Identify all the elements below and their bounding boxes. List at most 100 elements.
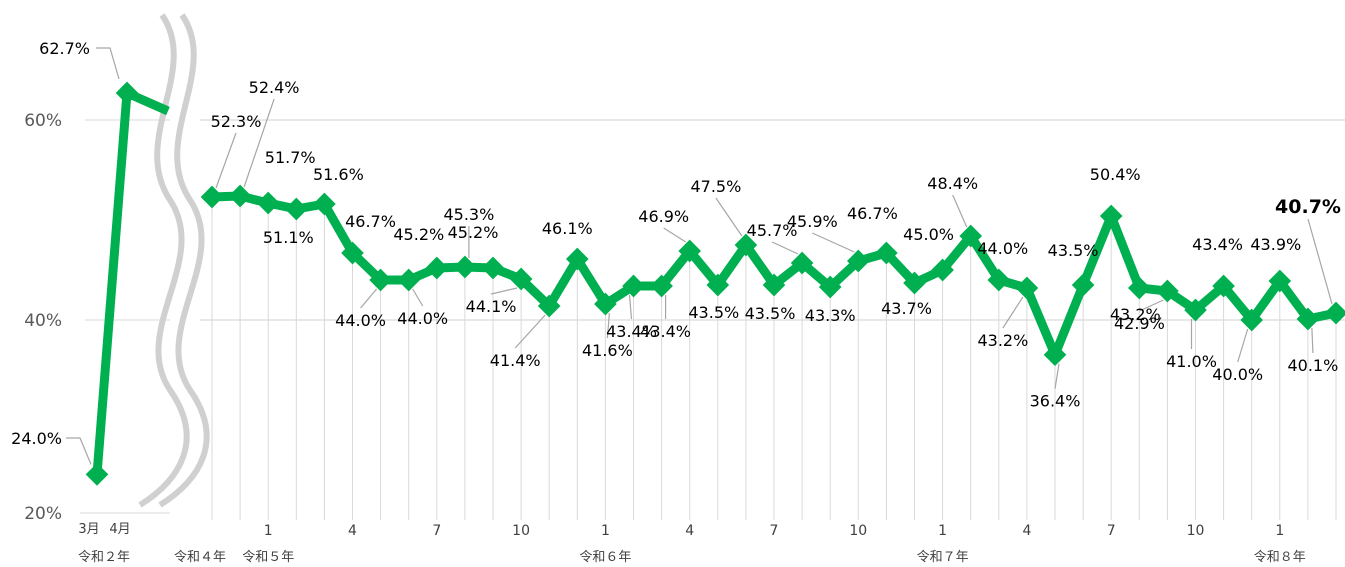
data-label: 41.6% xyxy=(582,341,633,360)
leader-line xyxy=(243,98,275,188)
leader-line xyxy=(628,294,633,320)
data-label: 43.5% xyxy=(1048,241,1099,260)
data-label: 51.6% xyxy=(313,165,364,184)
data-label: 45.2% xyxy=(448,223,499,242)
data-label: 45.7% xyxy=(747,221,798,240)
data-label: 46.7% xyxy=(847,204,898,223)
x-tick-label: 7 xyxy=(770,523,779,539)
x-tick-label: 7 xyxy=(432,523,441,539)
data-label: 45.3% xyxy=(443,205,494,224)
data-point xyxy=(1015,276,1039,300)
data-label: 42.9% xyxy=(1114,314,1165,333)
leader-line xyxy=(1139,299,1164,312)
data-label: 36.4% xyxy=(1030,392,1081,411)
data-point xyxy=(1240,308,1264,332)
data-point xyxy=(1268,269,1292,293)
data-label: 51.7% xyxy=(265,148,316,167)
data-point xyxy=(903,271,926,295)
x-era-label: 令和６年 xyxy=(579,550,631,565)
leader-line xyxy=(1002,296,1024,329)
leader-line xyxy=(412,288,424,307)
x-era-label: 令和４年 xyxy=(174,550,226,565)
data-label: 52.4% xyxy=(249,78,300,97)
data-label: 44.1% xyxy=(466,297,517,316)
data-label: 43.2% xyxy=(1110,305,1161,324)
leader-line xyxy=(1307,218,1333,305)
data-point xyxy=(1156,279,1179,303)
data-label: 43.3% xyxy=(805,306,856,325)
data-point xyxy=(1043,343,1067,367)
leader-line xyxy=(490,287,518,295)
data-point xyxy=(987,268,1011,292)
data-point xyxy=(818,275,842,299)
data-point xyxy=(453,255,477,279)
leader-line xyxy=(771,241,799,255)
data-point xyxy=(762,273,786,297)
label-leader-lines xyxy=(66,47,1333,465)
leader-line xyxy=(663,227,687,243)
data-label: 40.0% xyxy=(1212,365,1263,384)
data-point xyxy=(537,294,561,318)
axis-break-marker xyxy=(138,13,210,508)
axis-break-line xyxy=(138,13,190,508)
data-label: 43.9% xyxy=(1250,235,1301,254)
data-label: 48.4% xyxy=(927,174,978,193)
x-tick-label: 10 xyxy=(512,523,530,539)
data-label: 51.1% xyxy=(263,228,314,247)
data-label: 52.3% xyxy=(211,112,262,131)
x-tick-label: 1 xyxy=(264,523,273,539)
data-label: 44.0% xyxy=(397,309,448,328)
data-label: 41.4% xyxy=(490,351,541,370)
data-label: 47.5% xyxy=(690,177,741,196)
x-tick-label: 7 xyxy=(1107,523,1116,539)
x-tick-label: 4 xyxy=(348,523,357,539)
data-point xyxy=(622,274,645,298)
x-era-label: 令和５年 xyxy=(242,550,294,565)
y-tick-label: 60% xyxy=(24,111,62,131)
data-label: 45.2% xyxy=(393,225,444,244)
y-axis: 20% 40% 60% xyxy=(24,111,62,524)
x-tick-label: 1 xyxy=(601,523,610,539)
data-label: 46.1% xyxy=(542,219,593,238)
data-point xyxy=(594,292,617,316)
leader-line xyxy=(215,132,237,189)
y-tick-label: 20% xyxy=(24,504,62,524)
data-point xyxy=(397,268,421,292)
leader-line xyxy=(66,437,92,465)
data-label: 43.4% xyxy=(640,322,691,341)
data-point xyxy=(1296,307,1320,331)
data-point xyxy=(256,191,280,215)
x-tick-label: 3月 xyxy=(78,522,99,537)
x-era-label: 令和７年 xyxy=(917,550,969,565)
data-point xyxy=(481,256,505,280)
data-point xyxy=(1071,273,1095,297)
data-point xyxy=(931,258,954,282)
data-point xyxy=(706,273,730,297)
data-label: 43.4% xyxy=(1192,235,1243,254)
data-points xyxy=(85,81,1345,486)
x-tick-label: 1 xyxy=(938,523,947,539)
data-label: 40.1% xyxy=(1287,356,1338,375)
data-point xyxy=(85,463,109,486)
data-label: 44.0% xyxy=(335,311,386,330)
leader-line xyxy=(1054,363,1060,389)
data-point xyxy=(228,184,252,208)
data-label: 43.4% xyxy=(606,322,657,341)
leader-line xyxy=(812,232,855,253)
gridlines xyxy=(80,119,1345,520)
x-tick-label: 1 xyxy=(1275,523,1284,539)
leader-line xyxy=(715,197,743,237)
x-tick-label: 4月 xyxy=(109,522,130,537)
leader-line xyxy=(514,314,546,349)
x-era-label: 令和８年 xyxy=(1254,550,1306,565)
data-label: 45.0% xyxy=(903,225,954,244)
data-point xyxy=(284,197,308,221)
data-label: 62.7% xyxy=(39,39,90,58)
data-label: 24.0% xyxy=(11,429,62,448)
data-label: 43.7% xyxy=(881,299,932,318)
x-tick-label: 4 xyxy=(685,523,694,539)
leader-line xyxy=(1311,327,1314,354)
data-label: 46.9% xyxy=(638,207,689,226)
y-tick-label: 40% xyxy=(24,311,62,331)
